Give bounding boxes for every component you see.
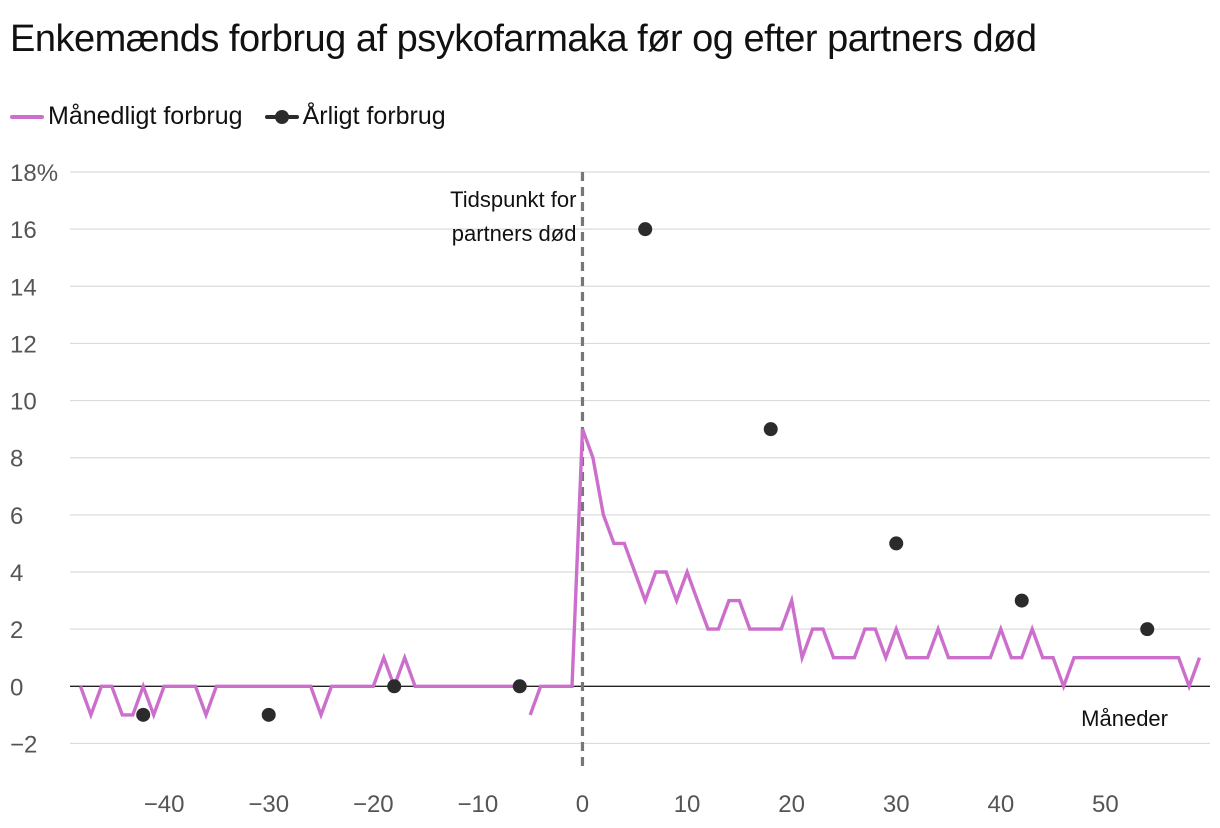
y-tick-label: 6 xyxy=(10,503,23,530)
yearly-point xyxy=(1014,593,1029,608)
yearly-point xyxy=(387,679,402,694)
x-axis-label: Måneder xyxy=(1081,706,1168,731)
yearly-series xyxy=(136,222,1155,722)
x-tick-label: −30 xyxy=(248,791,289,818)
chart-title: Enkemænds forbrug af psykofarmaka før og… xyxy=(10,18,1037,60)
x-tick-label: −20 xyxy=(353,791,394,818)
monthly-line-segment xyxy=(78,652,520,720)
y-tick-label: 18% xyxy=(10,160,58,187)
legend-swatch-line xyxy=(10,114,44,119)
legend: Månedligt forbrug Årligt forbrug xyxy=(10,102,468,131)
y-tick-label: −2 xyxy=(10,731,37,758)
legend-label-monthly: Månedligt forbrug xyxy=(48,102,243,130)
yearly-point xyxy=(1140,622,1155,637)
grid-lines xyxy=(70,171,1210,745)
x-tick-label: 0 xyxy=(576,791,589,818)
x-tick-label: 40 xyxy=(987,791,1014,818)
y-tick-label: 12 xyxy=(10,331,37,358)
y-tick-label: 0 xyxy=(10,674,23,701)
yearly-point xyxy=(889,536,904,551)
yearly-point xyxy=(638,222,653,237)
x-axis-ticks: −40 −30 −20 −10 0 10 20 30 40 50 xyxy=(144,791,1119,818)
yearly-point xyxy=(512,679,527,694)
yearly-point xyxy=(261,707,276,722)
y-tick-label: 8 xyxy=(10,446,23,473)
yearly-point xyxy=(763,422,778,437)
monthly-line-segment xyxy=(528,428,1202,716)
y-tick-label: 16 xyxy=(10,217,37,244)
legend-item-monthly: Månedligt forbrug xyxy=(10,102,243,131)
y-axis-ticks: −2 0 2 4 6 8 10 12 14 16 18% xyxy=(10,160,58,758)
x-tick-label: 30 xyxy=(883,791,910,818)
y-tick-label: 2 xyxy=(10,617,23,644)
y-tick-label: 4 xyxy=(10,560,23,587)
monthly-series xyxy=(78,428,1202,720)
x-tick-label: 10 xyxy=(674,791,701,818)
legend-swatch-dot xyxy=(264,109,299,124)
legend-label-yearly: Årligt forbrug xyxy=(302,102,446,130)
annotation-line-2: partners død xyxy=(452,221,577,246)
x-tick-label: 20 xyxy=(778,791,805,818)
y-tick-label: 10 xyxy=(10,389,37,416)
y-tick-label: 14 xyxy=(10,274,37,301)
legend-item-yearly: Årligt forbrug xyxy=(264,102,446,131)
x-tick-label: −40 xyxy=(144,791,185,818)
x-tick-label: 50 xyxy=(1092,791,1119,818)
x-tick-label: −10 xyxy=(458,791,499,818)
yearly-point xyxy=(136,707,151,722)
annotation-line-1: Tidspunkt for xyxy=(450,187,576,212)
